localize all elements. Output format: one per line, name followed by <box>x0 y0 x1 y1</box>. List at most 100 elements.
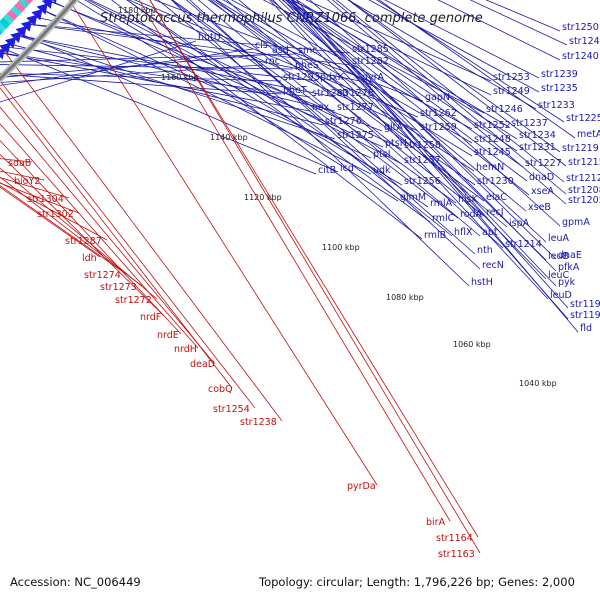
reverse-gene-label: birA <box>426 517 446 528</box>
forward-gene-label: hisK <box>458 194 479 205</box>
forward-gene-label: str1233 <box>538 100 575 111</box>
forward-gene-label: hemN <box>476 162 504 173</box>
forward-gene-label: str1237 <box>511 118 548 129</box>
reverse-gene-label: nrdF <box>140 312 161 323</box>
forward-gene-label: smc <box>298 45 317 56</box>
forward-gene-label: str1241 <box>569 36 600 47</box>
feature-tracks <box>0 0 57 60</box>
forward-gene-label: str1258 <box>404 140 441 151</box>
forward-gene-label: dnaD <box>529 172 554 183</box>
forward-gene-label: udk <box>373 165 391 176</box>
forward-gene-label: rmlC <box>432 213 455 224</box>
reverse-gene-label: str1274 <box>84 270 121 281</box>
forward-strand-arrows <box>0 0 57 60</box>
forward-gene-label: str1282 <box>352 56 389 67</box>
forward-gene-label: str1256 <box>404 176 441 187</box>
forward-gene-label: str1283 <box>312 88 349 99</box>
forward-gene-label: pdxK <box>320 72 345 83</box>
forward-gene-label: str1240 <box>562 51 599 62</box>
forward-gene-label: glmM <box>400 192 426 203</box>
reverse-gene-label: str1254 <box>213 404 250 415</box>
forward-gene-label: str1239 <box>541 69 578 80</box>
forward-gene-label: str1262 <box>420 108 457 119</box>
summary-text: Topology: circular; Length: 1,796,226 bp… <box>258 575 575 589</box>
reverse-gene-label: str1164 <box>436 533 473 544</box>
forward-gene-label: str1214 <box>505 239 542 250</box>
forward-gene-label: dnaE <box>558 250 582 261</box>
forward-gene-label: str1277 <box>337 102 374 113</box>
tick-label: 1100 kbp <box>322 243 360 252</box>
forward-gene-label: cls <box>255 40 268 51</box>
forward-gene-label: ptsH <box>385 138 407 149</box>
forward-gene-label: str1219 <box>562 143 599 154</box>
forward-gene-label: hutU <box>198 32 221 43</box>
forward-gene-label: gapN <box>425 92 450 103</box>
forward-gene-label: str1225 <box>566 113 600 124</box>
forward-gene-label: str1231 <box>519 142 556 153</box>
forward-gene-label: gpmA <box>562 217 590 228</box>
forward-gene-label: pfkA <box>558 262 580 273</box>
forward-gene-label: leuB <box>548 251 569 262</box>
forward-gene-label: str1245 <box>474 147 511 158</box>
forward-gene-label: str1275 <box>337 130 374 141</box>
tick-label: 1140 kbp <box>210 133 248 142</box>
forward-gene-label: pheT <box>283 85 307 96</box>
forward-gene-label: gyrA <box>362 72 385 83</box>
forward-gene-label: rnc <box>265 56 280 67</box>
forward-gene-label: ispA <box>509 218 530 229</box>
forward-gene-label: metA <box>577 129 600 140</box>
forward-gene-label: str1253 <box>493 72 530 83</box>
category-blocks <box>0 0 39 41</box>
forward-gene-label: leuD <box>550 290 572 301</box>
accession-text: Accession: NC_006449 <box>10 575 141 589</box>
forward-gene-label: xseB <box>528 202 551 213</box>
forward-gene-label: str1208 <box>568 185 600 196</box>
forward-gene-label: nth <box>477 245 493 256</box>
forward-gene-label: ptsI <box>373 149 391 160</box>
reverse-gene-label: bioY2 <box>14 176 40 187</box>
forward-gene-label: elaC <box>486 192 507 203</box>
forward-gene-label: rmlB <box>424 230 446 241</box>
tick-label: 1160 kbp <box>161 73 199 82</box>
forward-gene-label: rmlA <box>430 198 453 209</box>
forward-gene-label: str1212 <box>566 173 600 184</box>
forward-gene-label: str1234 <box>519 130 556 141</box>
forward-gene-label: str1248 <box>474 134 511 145</box>
forward-gene-label: apt <box>482 227 498 238</box>
forward-gene-label: pheS <box>295 60 319 71</box>
forward-gene-label: rodA <box>460 209 483 220</box>
reverse-gene-label: nrdE <box>157 330 179 341</box>
forward-gene-label: nox <box>312 102 330 113</box>
reverse-gene-label: str1163 <box>438 549 475 560</box>
forward-gene-label: str1215 <box>568 157 600 168</box>
forward-gene-label: recN <box>482 260 504 271</box>
genome-backbone <box>0 0 80 84</box>
label-connector-lines <box>0 0 579 554</box>
reverse-gene-label: str1302 <box>37 209 74 220</box>
forward-gene-label: gltA <box>384 122 403 133</box>
forward-gene-label: str1227 <box>525 158 562 169</box>
forward-gene-label: str1235 <box>541 83 578 94</box>
forward-gene-label: leuC <box>548 270 570 281</box>
reverse-gene-label: sdaB <box>8 158 31 169</box>
reverse-gene-label: str1238 <box>240 417 277 428</box>
forward-gene-label: str1259 <box>420 122 457 133</box>
forward-gene-label: pyk <box>558 277 576 288</box>
reverse-gene-label: deaD <box>190 359 215 370</box>
reverse-gene-label: str1287 <box>65 236 102 247</box>
forward-gene-label: str1285 <box>352 44 389 55</box>
kbp-ticks: 1180 kbp 1160 kbp 1140 kbp 1120 kbp 1100 kbp… <box>118 6 557 388</box>
forward-gene-label: hstH <box>471 277 493 288</box>
forward-gene-label: str1249 <box>493 86 530 97</box>
forward-gene-label: hflX <box>454 227 473 238</box>
forward-gene-label: str1250 <box>562 22 599 33</box>
tick-label: 1180 kbp <box>118 6 156 15</box>
forward-gene-label: asd <box>272 45 289 56</box>
forward-gene-label: fld <box>580 323 592 334</box>
forward-gene-label: icd <box>340 163 354 174</box>
reverse-gene-label: str1273 <box>100 282 137 293</box>
forward-gene-label: str1252 <box>474 120 511 131</box>
reverse-gene-label: nrdH <box>174 344 197 355</box>
tick-label: 1080 kbp <box>386 293 424 302</box>
